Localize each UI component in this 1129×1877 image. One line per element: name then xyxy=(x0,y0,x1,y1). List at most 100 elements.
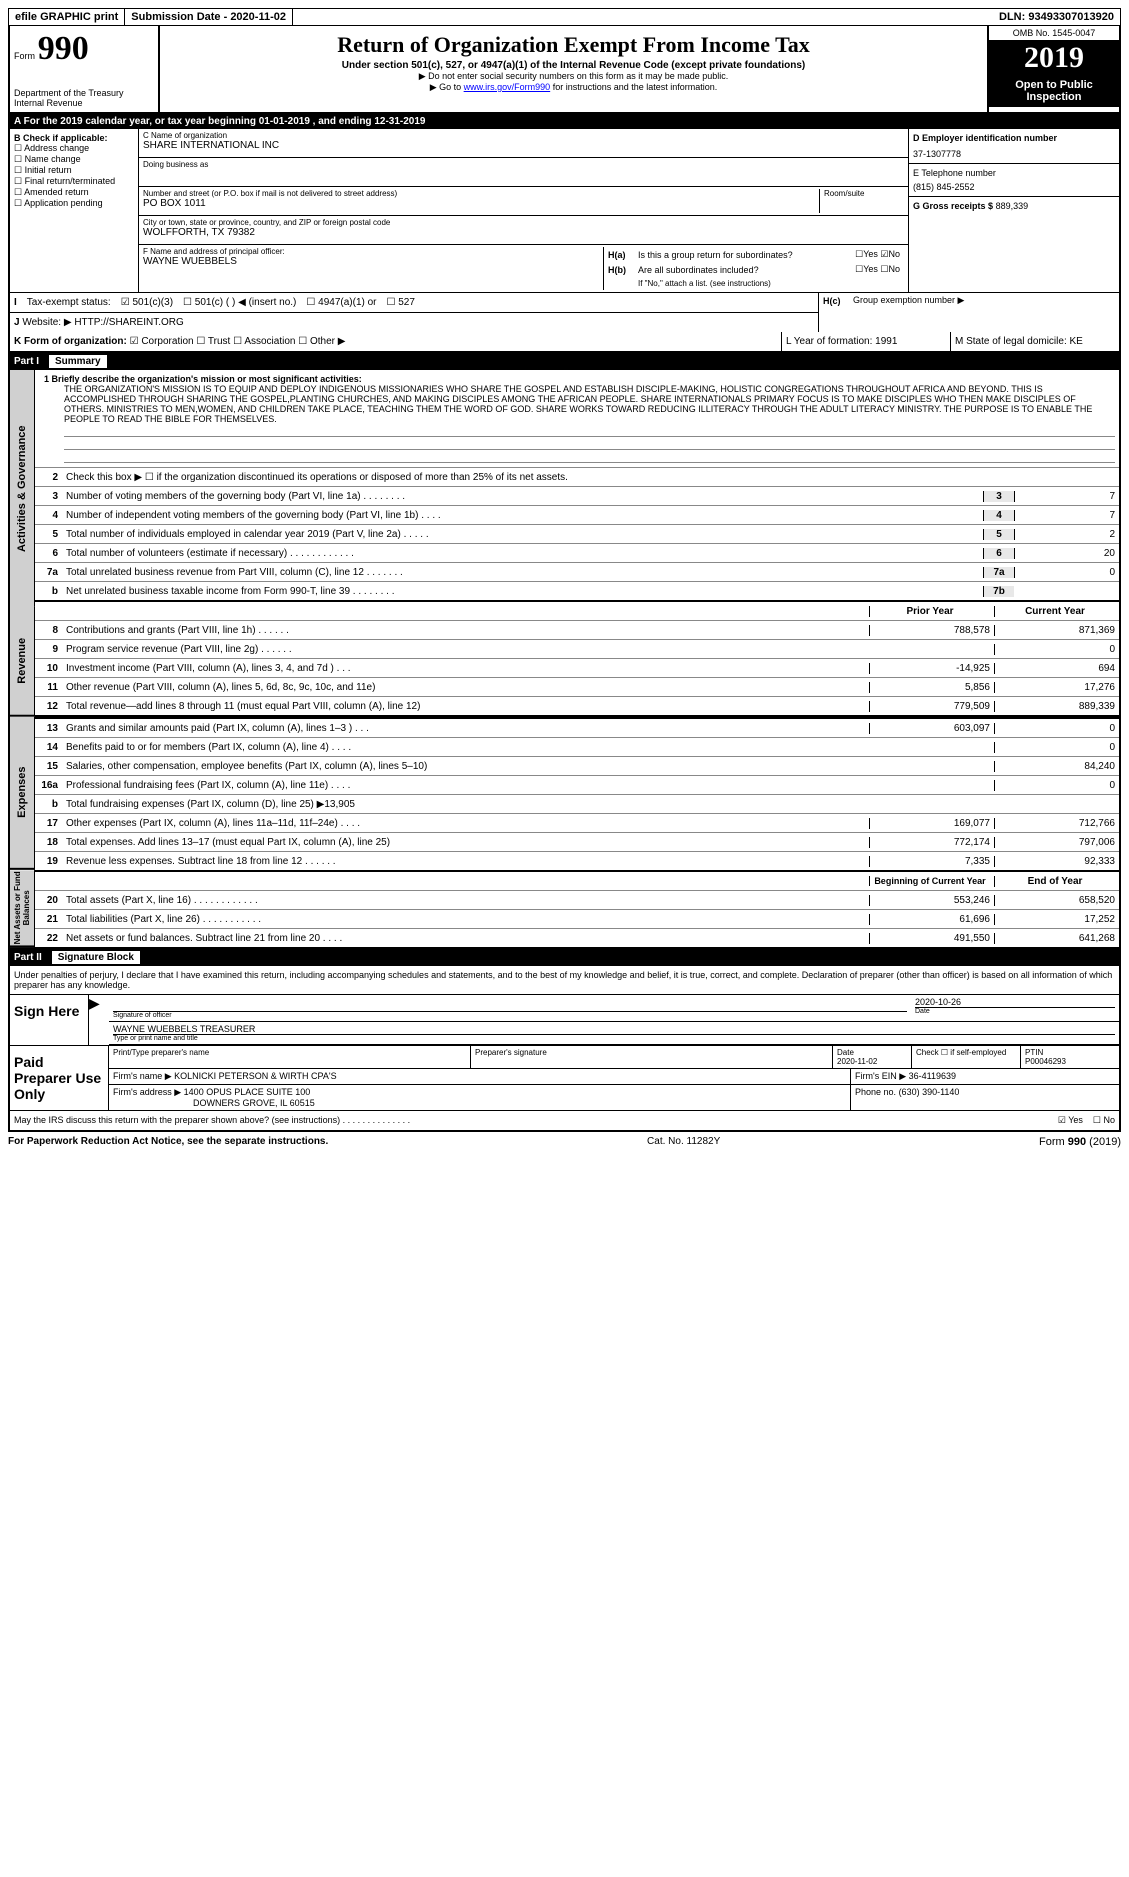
firm-city: DOWNERS GROVE, IL 60515 xyxy=(113,1098,315,1108)
check-initial[interactable]: ☐ Initial return xyxy=(14,165,134,176)
summary-line: bTotal fundraising expenses (Part IX, co… xyxy=(34,794,1119,813)
submission-date: Submission Date - 2020-11-02 xyxy=(125,9,293,25)
summary-table: Activities & Governance Revenue Expenses… xyxy=(8,370,1121,949)
year-header-row: Prior Year Current Year xyxy=(34,600,1119,620)
ptin-value: P00046293 xyxy=(1025,1057,1066,1066)
ssn-warning: ▶ Do not enter social security numbers o… xyxy=(164,71,983,82)
city-label: City or town, state or province, country… xyxy=(143,218,904,227)
discuss-yes[interactable]: ☑ Yes xyxy=(1058,1115,1083,1126)
summary-line: 6Total number of volunteers (estimate if… xyxy=(34,543,1119,562)
signature-block: Under penalties of perjury, I declare th… xyxy=(8,966,1121,1132)
summary-line: 15Salaries, other compensation, employee… xyxy=(34,756,1119,775)
tax-status-row: I Tax-exempt status: ☑ 501(c)(3) ☐ 501(c… xyxy=(10,292,818,313)
prep-sig-label: Preparer's signature xyxy=(471,1046,833,1068)
officer-label: F Name and address of principal officer: xyxy=(143,247,603,256)
form-org-row: K Form of organization: ☑ Corporation ☐ … xyxy=(8,332,1121,353)
check-assoc[interactable]: ☐ Association xyxy=(233,336,295,347)
check-corp[interactable]: ☑ Corporation xyxy=(130,336,194,347)
dln: DLN: 93493307013920 xyxy=(993,9,1120,25)
check-address[interactable]: ☐ Address change xyxy=(14,143,134,154)
goto-post: for instructions and the latest informat… xyxy=(553,82,718,92)
summary-line: 11Other revenue (Part VIII, column (A), … xyxy=(34,677,1119,696)
balance-lines: 20Total assets (Part X, line 16) . . . .… xyxy=(34,890,1119,947)
summary-line: 22Net assets or fund balances. Subtract … xyxy=(34,928,1119,947)
check-other[interactable]: ☐ Other ▶ xyxy=(298,336,345,347)
phone-label: E Telephone number xyxy=(913,168,1115,178)
sign-here-label: Sign Here xyxy=(10,995,89,1045)
col-d: D Employer identification number 37-1307… xyxy=(908,129,1119,292)
col-c-org: C Name of organization SHARE INTERNATION… xyxy=(139,129,908,292)
irs-link[interactable]: www.irs.gov/Form990 xyxy=(464,82,551,92)
summary-line: 19Revenue less expenses. Subtract line 1… xyxy=(34,851,1119,870)
paid-preparer-label: Paid Preparer Use Only xyxy=(10,1046,109,1110)
mission-block: 1 Briefly describe the organization's mi… xyxy=(34,370,1119,467)
form-subtitle: Under section 501(c), 527, or 4947(a)(1)… xyxy=(164,60,983,71)
phone-value: (815) 845-2552 xyxy=(913,178,1115,192)
part1-header: Part I Summary xyxy=(8,353,1121,370)
check-4947[interactable]: ☐ 4947(a)(1) or xyxy=(306,297,376,308)
summary-line: 21Total liabilities (Part X, line 26) . … xyxy=(34,909,1119,928)
org-info-section: B Check if applicable: ☐ Address change … xyxy=(8,129,1121,292)
efile-label: efile GRAPHIC print xyxy=(9,9,125,25)
summary-line: 18Total expenses. Add lines 13–17 (must … xyxy=(34,832,1119,851)
summary-line: 7aTotal unrelated business revenue from … xyxy=(34,562,1119,581)
summary-line: 20Total assets (Part X, line 16) . . . .… xyxy=(34,890,1119,909)
check-trust[interactable]: ☐ Trust xyxy=(196,336,230,347)
summary-line: 12Total revenue—add lines 8 through 11 (… xyxy=(34,696,1119,715)
form-title: Return of Organization Exempt From Incom… xyxy=(164,32,983,58)
side-balance: Net Assets or Fund Balances xyxy=(10,870,35,947)
perjury-declaration: Under penalties of perjury, I declare th… xyxy=(10,966,1119,995)
sig-name: WAYNE WUEBBELS TREASURER xyxy=(113,1024,1115,1034)
check-527[interactable]: ☐ 527 xyxy=(387,297,415,308)
side-expenses: Expenses xyxy=(10,717,35,870)
check-amended[interactable]: ☐ Amended return xyxy=(14,187,134,198)
sig-officer-label: Signature of officer xyxy=(113,1011,907,1019)
check-self-employed[interactable]: Check ☐ if self-employed xyxy=(912,1046,1021,1068)
page-footer: For Paperwork Reduction Act Notice, see … xyxy=(8,1132,1121,1152)
prep-name-label: Print/Type preparer's name xyxy=(109,1046,471,1068)
summary-line: 17Other expenses (Part IX, column (A), l… xyxy=(34,813,1119,832)
balance-header-row: Beginning of Current Year End of Year xyxy=(34,870,1119,890)
summary-line: 13Grants and similar amounts paid (Part … xyxy=(34,717,1119,737)
sig-date: 2020-10-26 xyxy=(915,997,1115,1007)
officer-value: WAYNE WUEBBELS xyxy=(143,256,603,267)
tax-year: 2019 xyxy=(989,41,1119,75)
dba-label: Doing business as xyxy=(143,160,904,169)
check-501c3[interactable]: ☑ 501(c)(3) xyxy=(121,297,173,308)
org-name-label: C Name of organization xyxy=(143,131,904,140)
gross-value: 889,339 xyxy=(996,201,1029,211)
revenue-lines: 8Contributions and grants (Part VIII, li… xyxy=(34,620,1119,715)
top-bar: efile GRAPHIC print Submission Date - 20… xyxy=(8,8,1121,26)
firm-ein: 36-4119639 xyxy=(909,1071,956,1081)
side-governance: Activities & Governance xyxy=(10,370,35,607)
footer-left: For Paperwork Reduction Act Notice, see … xyxy=(8,1136,328,1148)
summary-line: 2Check this box ▶ ☐ if the organization … xyxy=(34,467,1119,486)
check-final[interactable]: ☐ Final return/terminated xyxy=(14,176,134,187)
website-value: HTTP://SHAREINT.ORG xyxy=(74,317,183,328)
gross-label: G Gross receipts $ xyxy=(913,201,993,211)
summary-line: 4Number of independent voting members of… xyxy=(34,505,1119,524)
governance-lines: 2Check this box ▶ ☐ if the organization … xyxy=(34,467,1119,600)
sig-name-label: Type or print name and title xyxy=(113,1034,1115,1042)
state-domicile: M State of legal domicile: KE xyxy=(951,332,1119,351)
org-name: SHARE INTERNATIONAL INC xyxy=(143,140,904,151)
omb-number: OMB No. 1545-0047 xyxy=(989,26,1119,41)
check-501c[interactable]: ☐ 501(c) ( ) ◀ (insert no.) xyxy=(183,297,296,308)
expense-lines: 13Grants and similar amounts paid (Part … xyxy=(34,715,1119,870)
form-number: 990 xyxy=(38,30,89,67)
check-pending[interactable]: ☐ Application pending xyxy=(14,198,134,209)
prep-phone: (630) 390-1140 xyxy=(899,1087,960,1097)
tax-year-row: A For the 2019 calendar year, or tax yea… xyxy=(8,114,1121,129)
summary-line: 10Investment income (Part VIII, column (… xyxy=(34,658,1119,677)
firm-name: KOLNICKI PETERSON & WIRTH CPA'S xyxy=(174,1071,336,1081)
firm-addr: 1400 OPUS PLACE SUITE 100 xyxy=(184,1087,311,1097)
summary-line: 9Program service revenue (Part VIII, lin… xyxy=(34,639,1119,658)
check-name[interactable]: ☐ Name change xyxy=(14,154,134,165)
sign-arrow-icon: ▶ xyxy=(89,995,109,1045)
discuss-question: May the IRS discuss this return with the… xyxy=(14,1115,1058,1126)
form-label: Form xyxy=(14,51,35,61)
summary-line: 5Total number of individuals employed in… xyxy=(34,524,1119,543)
summary-line: 8Contributions and grants (Part VIII, li… xyxy=(34,620,1119,639)
summary-line: 16aProfessional fundraising fees (Part I… xyxy=(34,775,1119,794)
discuss-no[interactable]: ☐ No xyxy=(1093,1115,1115,1126)
